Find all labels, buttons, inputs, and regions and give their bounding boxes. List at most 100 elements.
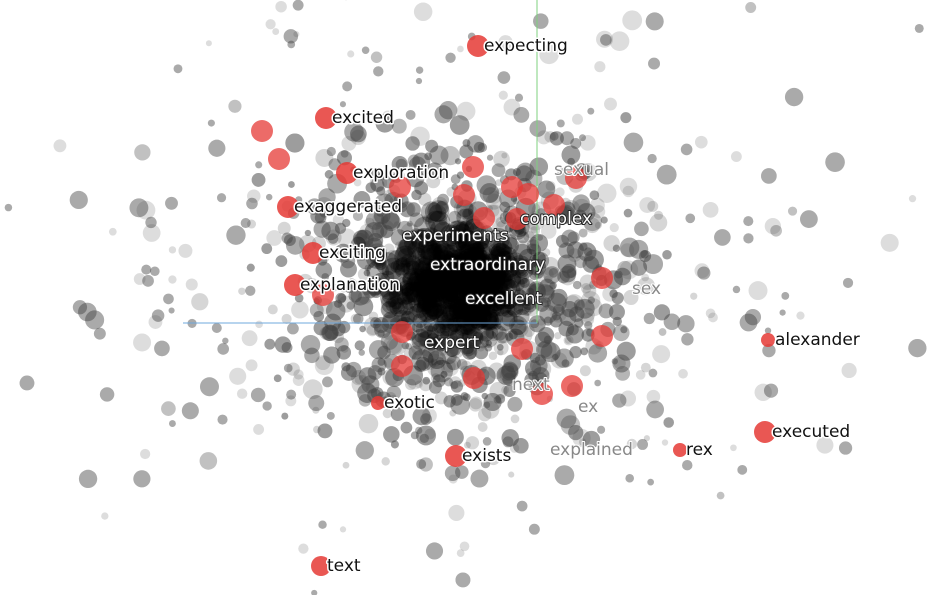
- point: [390, 202, 401, 213]
- point: [448, 336, 460, 348]
- point: [436, 341, 447, 352]
- point: [589, 190, 600, 201]
- point: [228, 99, 242, 113]
- point: [313, 320, 329, 336]
- point: [495, 217, 506, 228]
- point: [421, 286, 439, 304]
- point: [429, 280, 442, 294]
- point: [473, 141, 485, 153]
- point: [477, 407, 492, 422]
- point: [322, 376, 333, 388]
- point: [452, 283, 473, 304]
- point: [583, 247, 593, 257]
- point: [508, 471, 515, 478]
- point: [283, 29, 299, 44]
- point: [169, 420, 176, 427]
- point: [477, 270, 493, 286]
- point: [408, 264, 416, 272]
- point: [391, 118, 407, 134]
- point: [536, 208, 546, 217]
- point: [322, 324, 339, 341]
- point: [426, 303, 440, 317]
- point: [648, 57, 660, 70]
- point: [477, 422, 488, 432]
- point: [315, 354, 331, 371]
- point: [361, 375, 380, 394]
- point: [401, 341, 410, 350]
- point: [497, 71, 511, 84]
- point: [745, 2, 757, 13]
- point: [543, 266, 561, 284]
- point: [367, 233, 384, 249]
- point: [526, 243, 538, 255]
- point: [357, 383, 378, 403]
- point: [251, 173, 266, 187]
- point: [450, 381, 459, 390]
- point: [572, 113, 583, 125]
- point: [141, 264, 152, 275]
- point: [381, 212, 401, 232]
- point: [251, 173, 266, 187]
- point: [567, 157, 575, 166]
- point: [504, 332, 514, 341]
- point: [440, 146, 460, 166]
- point: [570, 137, 582, 149]
- point: [528, 315, 546, 333]
- point: [680, 143, 693, 156]
- point: [609, 31, 630, 52]
- point: [405, 378, 417, 391]
- point: [432, 251, 452, 270]
- point: [400, 421, 413, 434]
- point: [4, 203, 13, 212]
- point: [261, 243, 273, 255]
- point: [653, 304, 671, 321]
- point: [647, 153, 657, 164]
- point: [481, 310, 492, 321]
- point: [615, 366, 631, 381]
- point: [300, 334, 321, 355]
- point: [450, 395, 470, 415]
- point: [490, 267, 504, 281]
- point: [78, 302, 97, 322]
- point: [363, 285, 377, 299]
- point: [390, 394, 397, 402]
- point: [498, 365, 517, 384]
- highlight-point: [673, 443, 687, 457]
- highlight-point: [561, 375, 583, 397]
- point: [284, 234, 296, 246]
- point: [558, 320, 575, 337]
- point: [662, 249, 672, 260]
- point: [587, 296, 595, 304]
- point: [496, 343, 504, 351]
- point: [510, 370, 517, 378]
- point: [373, 252, 386, 266]
- point: [286, 362, 300, 376]
- point: [173, 64, 183, 74]
- point: [344, 284, 354, 294]
- point: [496, 268, 504, 276]
- point: [499, 368, 513, 382]
- point: [437, 193, 449, 206]
- point: [322, 324, 339, 341]
- point: [501, 385, 510, 394]
- point: [574, 209, 587, 223]
- point: [475, 335, 489, 349]
- point: [401, 309, 418, 325]
- point: [417, 290, 440, 313]
- point: [383, 243, 395, 255]
- point: [449, 344, 461, 356]
- point: [165, 196, 178, 210]
- point: [361, 46, 370, 55]
- point: [407, 374, 423, 390]
- point: [529, 120, 547, 137]
- point: [419, 433, 429, 443]
- point: [304, 229, 312, 237]
- point: [556, 119, 565, 128]
- highlight-point: [591, 325, 613, 347]
- point: [448, 223, 464, 239]
- point: [498, 245, 509, 257]
- point: [449, 376, 462, 389]
- point: [623, 208, 633, 218]
- point: [353, 233, 368, 247]
